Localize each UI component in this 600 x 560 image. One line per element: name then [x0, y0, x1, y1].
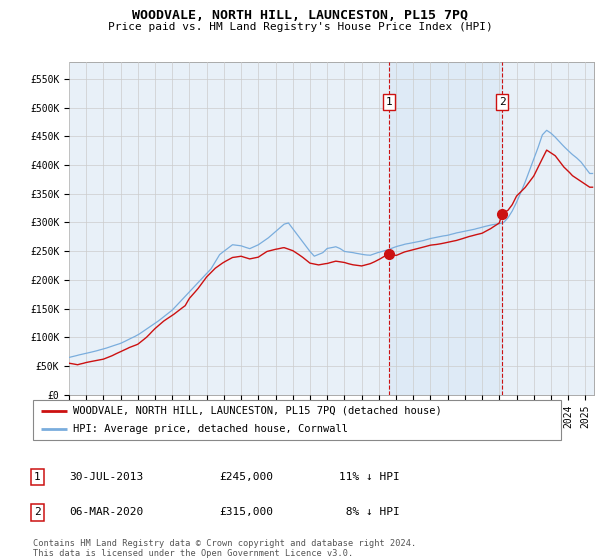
Text: WOODVALE, NORTH HILL, LAUNCESTON, PL15 7PQ (detached house): WOODVALE, NORTH HILL, LAUNCESTON, PL15 7… — [73, 406, 442, 416]
Text: 11% ↓ HPI: 11% ↓ HPI — [339, 472, 400, 482]
Text: 2: 2 — [34, 507, 41, 517]
Text: Contains HM Land Registry data © Crown copyright and database right 2024.
This d: Contains HM Land Registry data © Crown c… — [33, 539, 416, 558]
Text: Price paid vs. HM Land Registry's House Price Index (HPI): Price paid vs. HM Land Registry's House … — [107, 22, 493, 32]
Text: 06-MAR-2020: 06-MAR-2020 — [69, 507, 143, 517]
Text: 1: 1 — [385, 97, 392, 107]
Text: 1: 1 — [34, 472, 41, 482]
Text: WOODVALE, NORTH HILL, LAUNCESTON, PL15 7PQ: WOODVALE, NORTH HILL, LAUNCESTON, PL15 7… — [132, 9, 468, 22]
Text: £245,000: £245,000 — [219, 472, 273, 482]
Text: HPI: Average price, detached house, Cornwall: HPI: Average price, detached house, Corn… — [73, 424, 347, 434]
Text: 2: 2 — [499, 97, 506, 107]
Text: 30-JUL-2013: 30-JUL-2013 — [69, 472, 143, 482]
Text: 8% ↓ HPI: 8% ↓ HPI — [339, 507, 400, 517]
Text: £315,000: £315,000 — [219, 507, 273, 517]
FancyBboxPatch shape — [33, 400, 561, 440]
Bar — [389, 62, 502, 395]
